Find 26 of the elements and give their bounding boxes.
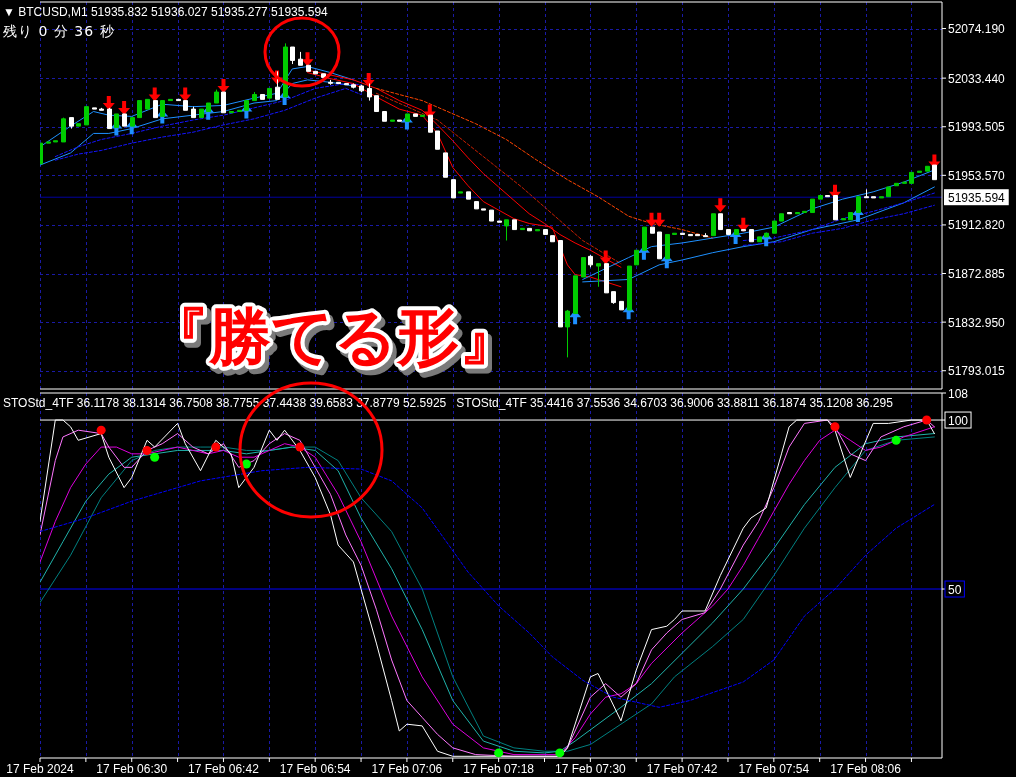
y-tick-label: 51793.015 <box>948 364 1006 379</box>
annotation: 残り 0 分 36 秒 <box>3 23 115 39</box>
annotation: 『勝てる形』 <box>147 300 522 374</box>
y-tick-label: 51953.570 <box>948 168 1006 183</box>
y-tick-label: 108 <box>948 386 969 401</box>
x-tick-label: 17 Feb 06:42 <box>188 762 260 776</box>
x-tick-label: 17 Feb 06:54 <box>279 762 351 776</box>
x-tick-label: 17 Feb 07:54 <box>738 762 810 776</box>
y-tick-label: 51993.505 <box>948 120 1006 135</box>
x-tick-label: 17 Feb 06:30 <box>96 762 168 776</box>
y-tick-label: 52074.190 <box>948 22 1006 37</box>
y-tick-label: 51832.950 <box>948 315 1006 330</box>
x-tick-label: 17 Feb 07:42 <box>646 762 718 776</box>
y-tick-label: 52033.440 <box>948 71 1006 86</box>
ref-line-label: 51935.594 <box>948 190 1006 205</box>
x-tick-label: 17 Feb 08:06 <box>830 762 902 776</box>
y-tick-label: 50 <box>948 582 962 597</box>
x-tick-label: 17 Feb 07:18 <box>463 762 535 776</box>
chart-subtitle: STOStd_4TF 35.4416 37.5536 34.6703 36.9006 33.8811 36.1874 35.1208 36.295 <box>456 396 894 410</box>
y-tick-label: 100 <box>948 413 969 428</box>
x-tick-label: 17 Feb 07:06 <box>371 762 443 776</box>
y-tick-label: 51912.820 <box>948 218 1006 233</box>
chart-title: ▼ BTCUSD,M1 51935.832 51936.027 51935.277 51935.594 <box>3 5 329 19</box>
y-tick-label: 51872.885 <box>948 267 1006 282</box>
x-tick-label: 17 Feb 07:30 <box>555 762 627 776</box>
x-tick-label: 17 Feb 2024 <box>6 762 75 776</box>
